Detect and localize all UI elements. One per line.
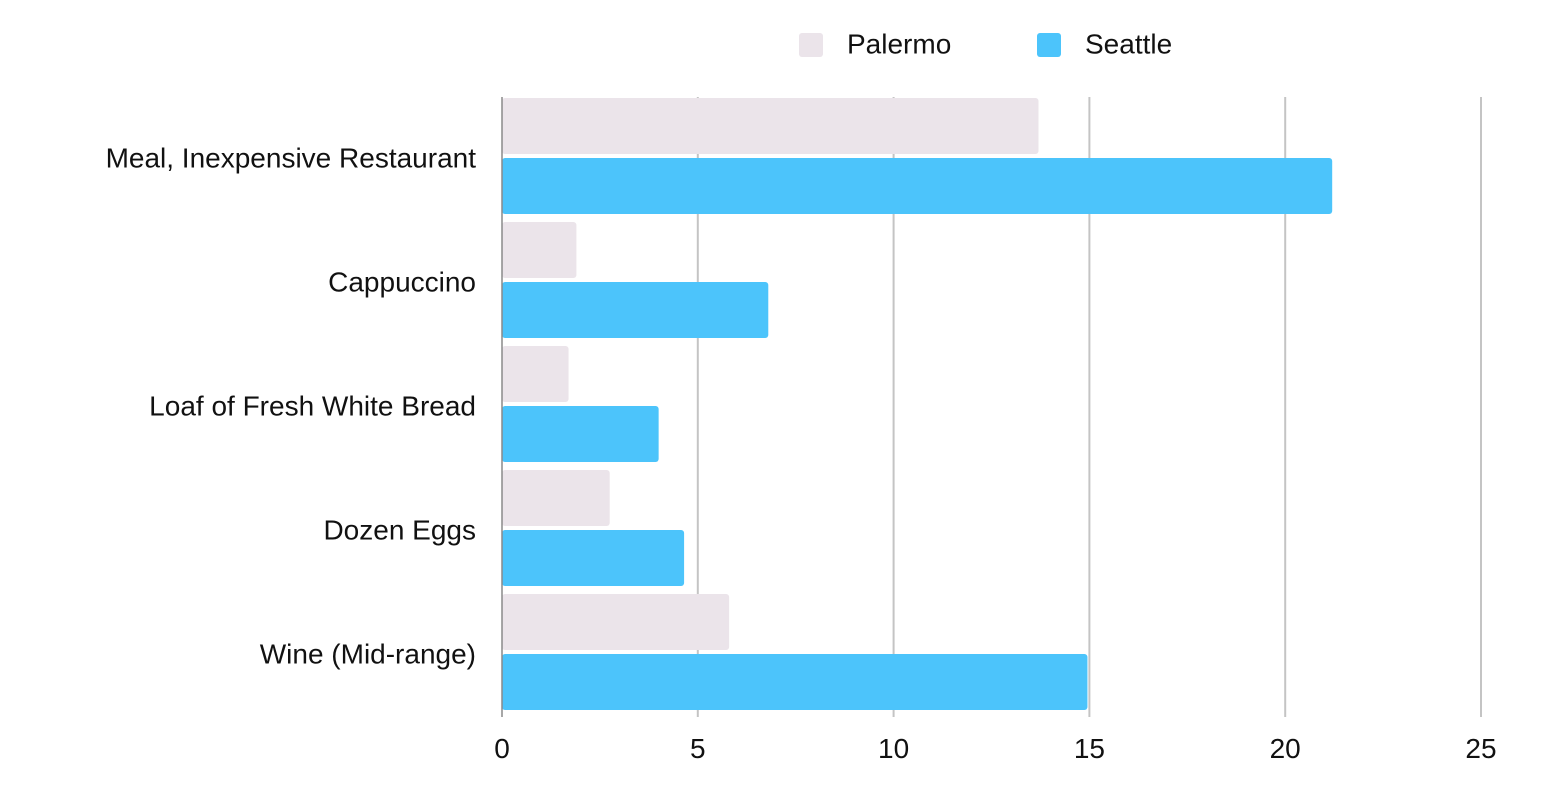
bar-palermo-4 [502,594,730,650]
legend-item-seattle[interactable]: Seattle [1037,28,1172,59]
bar-seattle-2 [502,406,659,462]
bars [502,98,1333,710]
legend-label: Palermo [847,28,951,59]
category-label: Loaf of Fresh White Bread [149,390,476,421]
bar-palermo-0 [502,98,1039,154]
bar-seattle-0 [502,158,1333,214]
legend-label: Seattle [1085,28,1172,59]
category-label: Meal, Inexpensive Restaurant [106,142,477,173]
x-tick-label: 10 [878,733,909,764]
x-tick-label: 15 [1074,733,1105,764]
x-tick-label: 0 [494,733,510,764]
category-label: Cappuccino [328,266,476,297]
bar-palermo-3 [502,470,610,526]
x-tick-label: 25 [1465,733,1496,764]
legend-item-palermo[interactable]: Palermo [799,28,951,59]
category-label: Wine (Mid-range) [260,638,476,669]
bar-palermo-1 [502,222,577,278]
legend-swatch [799,33,823,57]
legend: Palermo Seattle [799,28,1172,59]
legend-swatch [1037,33,1061,57]
axes: 0 5 10 15 20 25 Meal, Inexpensive Restaurant Ca… [106,97,1497,764]
bar-seattle-3 [502,530,685,586]
x-tick-label: 5 [690,733,706,764]
category-label: Dozen Eggs [323,514,476,545]
bar-seattle-1 [502,282,769,338]
bar-palermo-2 [502,346,569,402]
bar-seattle-4 [502,654,1088,710]
x-tick-label: 20 [1270,733,1301,764]
